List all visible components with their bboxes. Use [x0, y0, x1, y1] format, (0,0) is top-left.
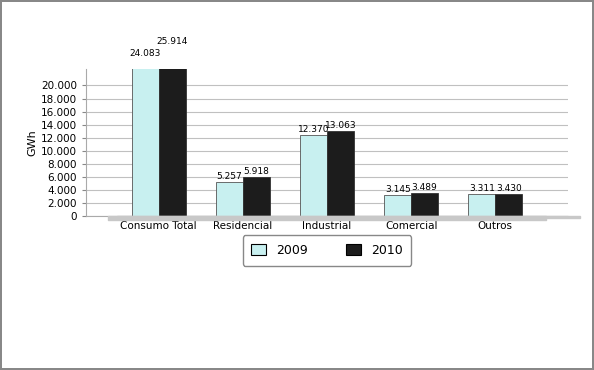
Legend: 2009, 2010: 2009, 2010: [243, 235, 411, 266]
Text: 12.370: 12.370: [298, 125, 329, 134]
Text: 13.063: 13.063: [325, 121, 356, 130]
Text: 5.918: 5.918: [244, 167, 269, 176]
Text: 3.311: 3.311: [469, 184, 495, 194]
Text: 24.083: 24.083: [129, 49, 161, 58]
Bar: [159, 47, 185, 216]
Bar: [469, 194, 495, 216]
Bar: [327, 131, 354, 216]
Bar: [216, 182, 243, 216]
Bar: [300, 135, 327, 216]
Bar: [116, 216, 580, 218]
Bar: [411, 193, 438, 216]
Bar: [384, 195, 411, 216]
Bar: [132, 59, 159, 216]
Bar: [243, 177, 270, 216]
Text: 3.489: 3.489: [412, 183, 438, 192]
Bar: [495, 194, 522, 216]
Text: 25.914: 25.914: [156, 37, 188, 46]
Text: 3.430: 3.430: [496, 184, 522, 193]
Text: 3.145: 3.145: [385, 185, 410, 195]
Text: 5.257: 5.257: [216, 172, 242, 181]
Y-axis label: GWh: GWh: [27, 129, 37, 156]
